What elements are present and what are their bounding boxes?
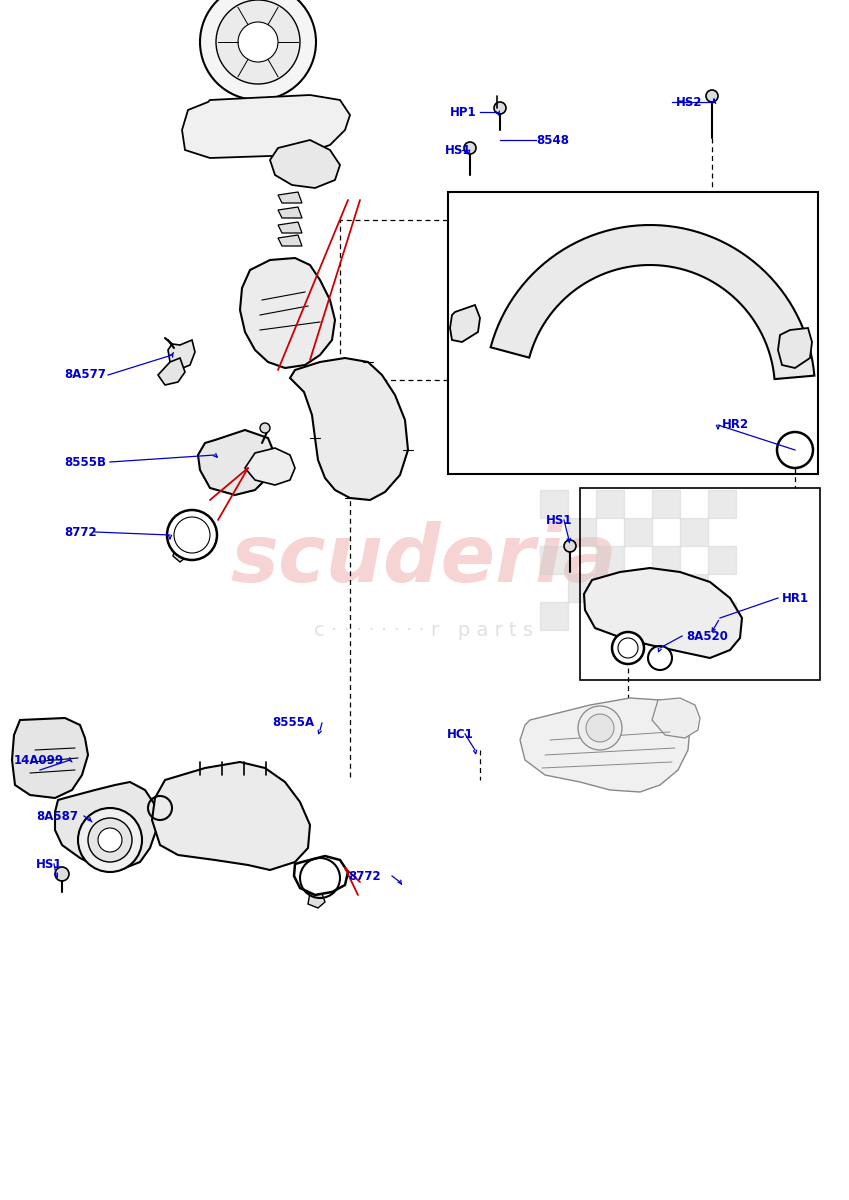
Text: 14A099: 14A099 bbox=[14, 754, 65, 767]
Text: 8A587: 8A587 bbox=[36, 810, 78, 822]
Bar bbox=[708, 602, 736, 630]
Bar bbox=[540, 602, 568, 630]
Polygon shape bbox=[12, 718, 88, 798]
Polygon shape bbox=[158, 358, 185, 385]
Circle shape bbox=[494, 102, 506, 114]
Polygon shape bbox=[198, 430, 275, 494]
Text: 8555A: 8555A bbox=[272, 716, 314, 730]
Bar bbox=[652, 490, 680, 518]
Bar bbox=[624, 574, 652, 602]
Text: 8555B: 8555B bbox=[64, 456, 106, 468]
Bar bbox=[596, 546, 624, 574]
Bar bbox=[540, 546, 568, 574]
Circle shape bbox=[564, 540, 576, 552]
Text: 8548: 8548 bbox=[536, 133, 569, 146]
Circle shape bbox=[464, 142, 476, 154]
Polygon shape bbox=[278, 222, 302, 233]
Text: HR2: HR2 bbox=[722, 419, 749, 432]
Polygon shape bbox=[491, 226, 814, 379]
Bar bbox=[708, 490, 736, 518]
Circle shape bbox=[578, 706, 622, 750]
Text: c · · · · · · · · r   p a r t s: c · · · · · · · · r p a r t s bbox=[314, 620, 533, 640]
Bar bbox=[540, 490, 568, 518]
Circle shape bbox=[260, 422, 270, 433]
Text: HC1: HC1 bbox=[447, 727, 474, 740]
Polygon shape bbox=[778, 328, 812, 368]
Bar bbox=[680, 518, 708, 546]
Circle shape bbox=[55, 866, 69, 881]
Circle shape bbox=[200, 0, 316, 100]
Polygon shape bbox=[308, 888, 325, 908]
Text: HR1: HR1 bbox=[782, 592, 809, 605]
Circle shape bbox=[777, 432, 813, 468]
Circle shape bbox=[167, 510, 217, 560]
Bar bbox=[708, 546, 736, 574]
Polygon shape bbox=[240, 258, 335, 368]
Text: HS1: HS1 bbox=[546, 514, 572, 527]
Text: 8A520: 8A520 bbox=[686, 630, 728, 642]
Circle shape bbox=[238, 22, 278, 62]
Bar bbox=[596, 490, 624, 518]
Polygon shape bbox=[173, 546, 185, 562]
Polygon shape bbox=[168, 340, 195, 370]
Circle shape bbox=[216, 0, 300, 84]
Text: 8772: 8772 bbox=[64, 526, 97, 539]
Text: HS2: HS2 bbox=[676, 96, 702, 108]
Text: HP1: HP1 bbox=[450, 106, 476, 119]
Polygon shape bbox=[152, 762, 310, 870]
Text: scuderia: scuderia bbox=[231, 521, 617, 599]
Bar bbox=[680, 574, 708, 602]
Polygon shape bbox=[294, 856, 348, 895]
Text: 8A577: 8A577 bbox=[64, 368, 106, 382]
Polygon shape bbox=[450, 305, 480, 342]
Polygon shape bbox=[278, 192, 302, 203]
Circle shape bbox=[98, 828, 122, 852]
Polygon shape bbox=[270, 140, 340, 188]
Polygon shape bbox=[55, 782, 158, 870]
Text: 8772: 8772 bbox=[348, 870, 380, 882]
Text: HS1: HS1 bbox=[445, 144, 471, 156]
Bar bbox=[652, 546, 680, 574]
Circle shape bbox=[78, 808, 142, 872]
Bar bbox=[448, 192, 818, 474]
Circle shape bbox=[612, 632, 644, 664]
Polygon shape bbox=[182, 95, 350, 158]
Bar bbox=[624, 518, 652, 546]
Bar bbox=[652, 602, 680, 630]
Circle shape bbox=[706, 90, 718, 102]
Polygon shape bbox=[520, 698, 690, 792]
Polygon shape bbox=[290, 358, 408, 500]
Polygon shape bbox=[584, 568, 742, 658]
Circle shape bbox=[586, 714, 614, 742]
Bar bbox=[596, 602, 624, 630]
Polygon shape bbox=[245, 448, 295, 485]
Polygon shape bbox=[652, 698, 700, 738]
Polygon shape bbox=[278, 235, 302, 246]
Text: HS1: HS1 bbox=[36, 858, 63, 870]
Bar bbox=[580, 488, 820, 680]
Circle shape bbox=[648, 646, 672, 670]
Bar bbox=[568, 518, 596, 546]
Bar bbox=[568, 574, 596, 602]
Circle shape bbox=[88, 818, 132, 862]
Polygon shape bbox=[278, 206, 302, 218]
